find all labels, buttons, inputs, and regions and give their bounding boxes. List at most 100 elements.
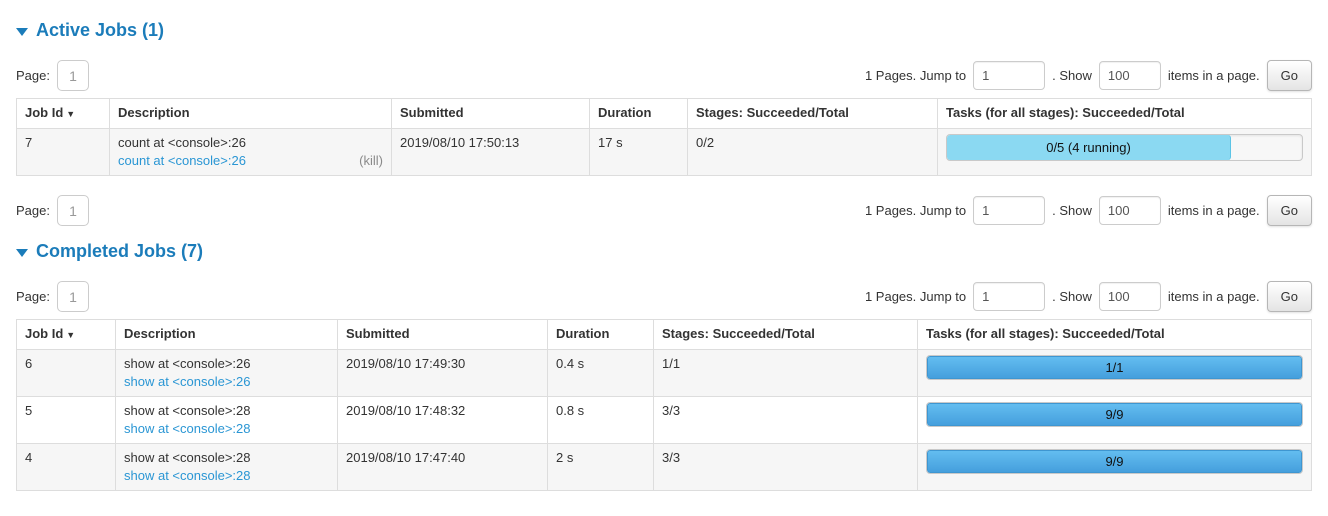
go-button[interactable]: Go xyxy=(1266,60,1312,91)
items-per-page-input[interactable] xyxy=(1098,196,1161,225)
job-detail-link[interactable]: count at <console>:26 xyxy=(118,153,246,168)
items-per-page-input[interactable] xyxy=(1098,282,1161,311)
col-header-stages[interactable]: Stages: Succeeded/Total xyxy=(653,319,918,350)
job-detail-link[interactable]: show at <console>:28 xyxy=(124,468,251,483)
description-cell: show at <console>:26 show at <console>:2… xyxy=(115,349,338,397)
task-progress-bar: 9/9 xyxy=(926,402,1303,427)
completed-job-row: 5 show at <console>:28 show at <console>… xyxy=(16,396,1312,444)
task-progress-running-fill: 0/5 (4 running) xyxy=(947,135,1231,160)
completed-jobs-table: Job Id ▼ Description Submitted Duration S… xyxy=(16,319,1312,491)
col-header-description[interactable]: Description xyxy=(109,98,392,129)
collapse-arrow-icon xyxy=(16,248,28,257)
go-button[interactable]: Go xyxy=(1266,195,1312,226)
job-id-cell: 6 xyxy=(16,349,116,397)
show-text: . Show xyxy=(1052,203,1092,218)
job-detail-link[interactable]: show at <console>:28 xyxy=(124,421,251,436)
active-jobs-section-header[interactable]: Active Jobs (1) xyxy=(16,20,1312,41)
duration-cell: 2 s xyxy=(547,443,654,491)
completed-table-header-row: Job Id ▼ Description Submitted Duration S… xyxy=(16,319,1312,350)
active-jobs-title: Active Jobs (1) xyxy=(36,20,165,40)
task-progress-label: 1/1 xyxy=(1105,359,1124,375)
job-description: show at <console>:28 xyxy=(124,403,251,418)
job-description: count at <console>:26 xyxy=(118,135,246,150)
show-text: . Show xyxy=(1052,68,1092,83)
col-header-duration[interactable]: Duration xyxy=(547,319,654,350)
submitted-cell: 2019/08/10 17:50:13 xyxy=(391,128,590,176)
go-button[interactable]: Go xyxy=(1266,281,1312,312)
col-header-tasks[interactable]: Tasks (for all stages): Succeeded/Total xyxy=(917,319,1312,350)
stages-cell: 3/3 xyxy=(653,443,918,491)
col-header-description[interactable]: Description xyxy=(115,319,338,350)
task-progress-label: 9/9 xyxy=(1105,453,1124,469)
task-progress-bar: 0/5 (4 running) xyxy=(946,134,1303,161)
stages-cell: 0/2 xyxy=(687,128,938,176)
col-header-duration[interactable]: Duration xyxy=(589,98,688,129)
sort-desc-icon: ▼ xyxy=(66,109,76,119)
page-label: Page: xyxy=(16,289,50,304)
task-progress-label: 0/5 (4 running) xyxy=(1046,139,1131,155)
description-cell: count at <console>:26 count at <console>… xyxy=(109,128,392,176)
sort-desc-icon: ▼ xyxy=(66,330,76,340)
submitted-cell: 2019/08/10 17:49:30 xyxy=(337,349,548,397)
completed-jobs-title: Completed Jobs (7) xyxy=(36,241,204,261)
completed-pagination-top: Page: 1 Pages. Jump to . Show items in a… xyxy=(16,281,1312,312)
pages-count-text: 1 Pages. Jump to xyxy=(864,68,967,83)
tasks-cell: 0/5 (4 running) xyxy=(937,128,1312,176)
completed-job-row: 4 show at <console>:28 show at <console>… xyxy=(16,443,1312,491)
col-header-submitted[interactable]: Submitted xyxy=(337,319,548,350)
collapse-arrow-icon xyxy=(16,27,28,36)
col-header-job-id[interactable]: Job Id ▼ xyxy=(16,98,110,129)
task-progress-completed-fill: 9/9 xyxy=(927,403,1302,426)
job-id-cell: 7 xyxy=(16,128,110,176)
page-label: Page: xyxy=(16,203,50,218)
submitted-cell: 2019/08/10 17:48:32 xyxy=(337,396,548,444)
page-number-input[interactable] xyxy=(56,60,89,91)
task-progress-bar: 1/1 xyxy=(926,355,1303,380)
items-per-page-text: items in a page. xyxy=(1167,289,1260,304)
stages-cell: 1/1 xyxy=(653,349,918,397)
page-number-input[interactable] xyxy=(56,195,89,226)
tasks-cell: 9/9 xyxy=(917,396,1312,444)
stages-cell: 3/3 xyxy=(653,396,918,444)
submitted-cell: 2019/08/10 17:47:40 xyxy=(337,443,548,491)
col-header-stages[interactable]: Stages: Succeeded/Total xyxy=(687,98,938,129)
task-progress-completed-fill: 9/9 xyxy=(927,450,1302,473)
items-per-page-input[interactable] xyxy=(1098,61,1161,90)
pages-count-text: 1 Pages. Jump to xyxy=(864,203,967,218)
col-header-job-id[interactable]: Job Id ▼ xyxy=(16,319,116,350)
pages-count-text: 1 Pages. Jump to xyxy=(864,289,967,304)
description-cell: show at <console>:28 show at <console>:2… xyxy=(115,396,338,444)
active-table-header-row: Job Id ▼ Description Submitted Duration S… xyxy=(16,98,1312,129)
task-progress-completed-fill: 1/1 xyxy=(927,356,1302,379)
job-id-cell: 5 xyxy=(16,396,116,444)
kill-link[interactable]: (kill) xyxy=(359,153,383,168)
spark-jobs-page: Active Jobs (1) Page: 1 Pages. Jump to .… xyxy=(0,20,1328,491)
items-per-page-text: items in a page. xyxy=(1167,68,1260,83)
job-description: show at <console>:28 xyxy=(124,450,251,465)
completed-job-row: 6 show at <console>:26 show at <console>… xyxy=(16,349,1312,397)
show-text: . Show xyxy=(1052,289,1092,304)
active-pagination-bottom: Page: 1 Pages. Jump to . Show items in a… xyxy=(16,195,1312,226)
duration-cell: 17 s xyxy=(589,128,688,176)
job-description: show at <console>:26 xyxy=(124,356,251,371)
active-job-row: 7 count at <console>:26 count at <consol… xyxy=(16,128,1312,176)
jump-to-page-input[interactable] xyxy=(973,61,1046,90)
active-pagination-top: Page: 1 Pages. Jump to . Show items in a… xyxy=(16,60,1312,91)
active-jobs-table: Job Id ▼ Description Submitted Duration S… xyxy=(16,98,1312,176)
duration-cell: 0.4 s xyxy=(547,349,654,397)
page-label: Page: xyxy=(16,68,50,83)
tasks-cell: 9/9 xyxy=(917,443,1312,491)
jump-to-page-input[interactable] xyxy=(973,196,1046,225)
col-header-tasks[interactable]: Tasks (for all stages): Succeeded/Total xyxy=(937,98,1312,129)
job-detail-link[interactable]: show at <console>:26 xyxy=(124,374,251,389)
job-id-cell: 4 xyxy=(16,443,116,491)
description-cell: show at <console>:28 show at <console>:2… xyxy=(115,443,338,491)
col-header-submitted[interactable]: Submitted xyxy=(391,98,590,129)
task-progress-label: 9/9 xyxy=(1105,406,1124,422)
items-per-page-text: items in a page. xyxy=(1167,203,1260,218)
page-number-input[interactable] xyxy=(56,281,89,312)
completed-jobs-section-header[interactable]: Completed Jobs (7) xyxy=(16,241,1312,262)
duration-cell: 0.8 s xyxy=(547,396,654,444)
jump-to-page-input[interactable] xyxy=(973,282,1046,311)
tasks-cell: 1/1 xyxy=(917,349,1312,397)
